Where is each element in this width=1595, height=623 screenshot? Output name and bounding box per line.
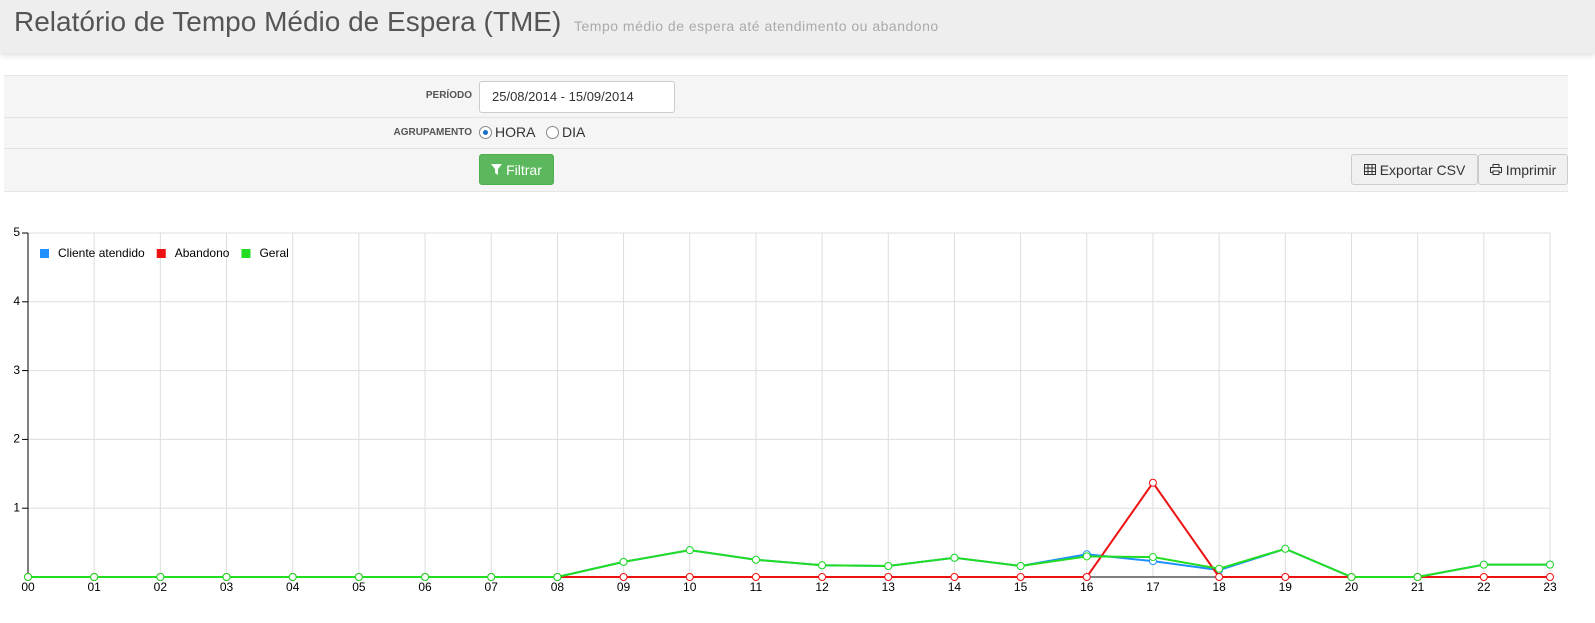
y-tick-label: 1 (13, 500, 20, 514)
grouping-label: AGRUPAMENTO (393, 127, 472, 138)
data-point (354, 573, 363, 581)
filter-button[interactable]: Filtrar (479, 154, 554, 185)
radio-option[interactable]: DIA (546, 124, 585, 140)
x-tick-label: 06 (418, 580, 432, 594)
x-tick-label: 03 (220, 580, 234, 594)
data-point (1016, 561, 1025, 570)
data-point (751, 573, 760, 581)
print-icon (1489, 164, 1502, 175)
data-point (421, 573, 430, 581)
period-input[interactable]: 25/08/2014 - 15/09/2014 (479, 81, 675, 113)
x-tick-label: 23 (1543, 580, 1557, 594)
data-point (1016, 573, 1025, 581)
button-label: Exportar CSV (1379, 161, 1466, 178)
data-point (24, 573, 32, 581)
y-tick-label: 4 (13, 294, 20, 308)
print-button[interactable]: Imprimir (1478, 154, 1568, 185)
table-icon (1363, 164, 1376, 175)
data-point (619, 557, 628, 566)
form-row: PERÍODO 25/08/2014 - 15/09/2014 (4, 76, 1568, 118)
x-tick-label: 01 (87, 580, 101, 594)
data-point (156, 573, 165, 581)
x-tick-label: 15 (1014, 580, 1028, 594)
page-title: Relatório de Tempo Médio de Espera (TME) (14, 6, 562, 37)
x-tick-label: 22 (1477, 580, 1491, 594)
x-tick-label: 05 (352, 580, 366, 594)
data-point (751, 555, 760, 564)
legend-swatch (156, 249, 166, 258)
data-point (1479, 573, 1488, 581)
series-line (28, 547, 1550, 578)
data-point (1281, 544, 1290, 553)
legend-label: Geral (259, 246, 288, 260)
data-point (884, 561, 893, 570)
x-tick-label: 11 (750, 580, 763, 594)
data-point (619, 573, 628, 581)
x-tick-label: 13 (882, 580, 896, 594)
data-point (685, 573, 694, 581)
data-point (1546, 573, 1554, 581)
data-point (1413, 573, 1422, 581)
header: Relatório de Tempo Médio de Espera (TME)… (0, 0, 1595, 53)
data-point (553, 573, 562, 581)
data-point (1148, 478, 1157, 487)
filter-icon (491, 164, 503, 175)
x-tick-label: 17 (1146, 580, 1160, 594)
data-point (1215, 564, 1224, 573)
data-point (222, 573, 231, 581)
period-label: PERÍODO (425, 90, 472, 101)
x-tick-label: 04 (286, 580, 300, 594)
x-tick-label: 12 (815, 580, 829, 594)
page-subtitle: Tempo médio de espera até atendimento ou… (574, 18, 939, 34)
x-tick-label: 08 (551, 580, 565, 594)
button-label: Filtrar (506, 161, 542, 178)
x-tick-label: 21 (1411, 580, 1425, 594)
radio-option[interactable]: HORA (479, 124, 535, 140)
chart: 00 01 02 03 04 05 06 07 08 09 10 11 12 13 14 15 16 17 18 19… (13, 225, 1557, 594)
x-tick-label: 14 (948, 580, 962, 594)
filter-panel: PERÍODO 25/08/2014 - 15/09/2014 AGRUPAME… (4, 75, 1568, 192)
x-tick-label: 10 (683, 580, 697, 594)
y-tick-label: 2 (13, 432, 20, 446)
data-point (818, 573, 827, 581)
data-point (1082, 573, 1091, 581)
data-point (90, 573, 99, 581)
data-point (487, 573, 496, 581)
export-button[interactable]: Exportar CSV (1351, 154, 1478, 185)
data-point (1546, 560, 1554, 569)
x-tick-label: 07 (485, 580, 499, 594)
data-point (288, 573, 297, 581)
radio[interactable] (479, 125, 492, 139)
y-tick-label: 3 (13, 363, 20, 377)
data-point (818, 561, 827, 570)
x-tick-label: 19 (1279, 580, 1293, 594)
data-point (1347, 573, 1356, 581)
button-label: Imprimir (1505, 161, 1557, 178)
x-tick-label: 20 (1345, 580, 1359, 594)
y-tick-label: 5 (13, 225, 20, 239)
data-point (1148, 553, 1157, 562)
x-tick-label: 02 (154, 580, 168, 594)
radio-label: HORA (495, 124, 536, 140)
form-row: AGRUPAMENTO (4, 117, 1568, 149)
data-point (1082, 552, 1091, 561)
x-tick-label: 16 (1080, 580, 1094, 594)
data-point (950, 553, 959, 562)
data-point (950, 573, 959, 581)
data-point (1215, 573, 1224, 581)
legend-swatch (40, 249, 49, 258)
data-point (685, 546, 694, 555)
x-tick-label: 09 (617, 580, 631, 594)
x-tick-label: 00 (21, 580, 35, 594)
data-point (1281, 573, 1290, 581)
data-point (884, 573, 893, 581)
radio[interactable] (546, 125, 559, 139)
radio-label: DIA (562, 124, 586, 140)
legend-label: Cliente atendido (58, 246, 145, 260)
x-tick-label: 18 (1212, 580, 1226, 594)
legend-swatch (241, 249, 251, 258)
data-point (1479, 560, 1488, 569)
legend-label: Abandono (175, 246, 230, 260)
